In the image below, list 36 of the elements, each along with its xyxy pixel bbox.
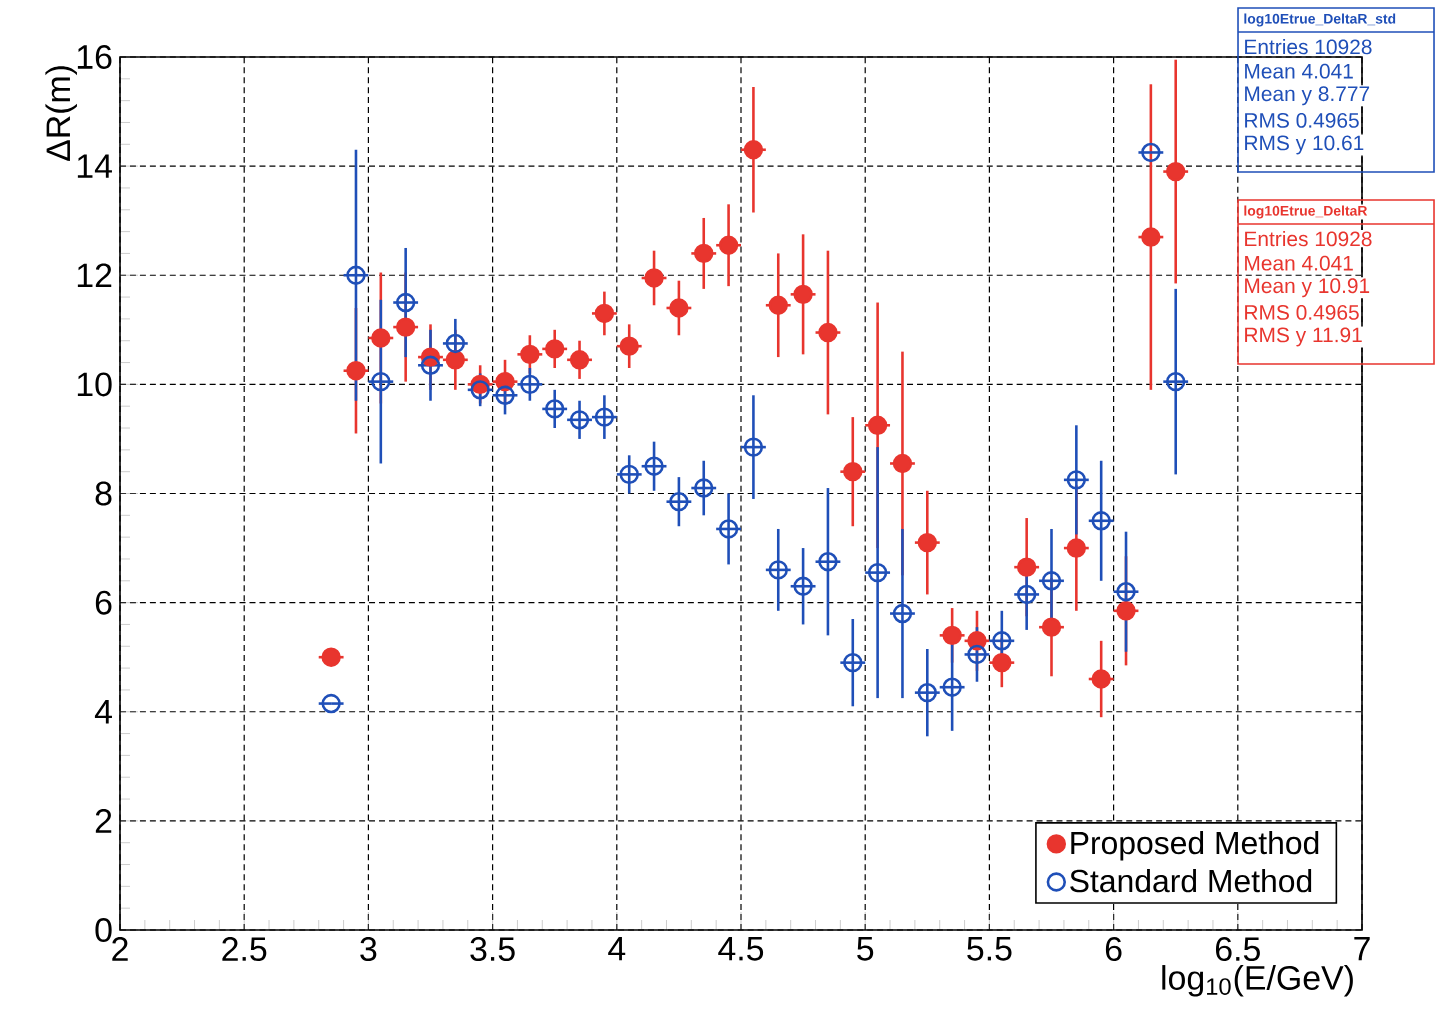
y-tick-label: 14 [77, 154, 112, 178]
annotation: RMS 0.4965 [1245, 305, 1359, 320]
y-tick-label: 12 [77, 263, 112, 288]
x-tick-label: 4.5 [718, 937, 764, 961]
x-tick-label: 4 [608, 937, 626, 961]
annotation: RMS y 10.61 [1245, 135, 1364, 155]
y-tick-label: 8 [95, 481, 112, 506]
x-tick-label: 2 [112, 937, 128, 961]
x-axis-title: log$_{10}$(E/GeV) [1162, 965, 1353, 997]
y-tick-label: 16 [77, 45, 112, 69]
y-tick-label: 4 [94, 700, 112, 724]
legend-label: Standard Method [1070, 868, 1312, 893]
annotation: log10Etrue_DeltaR [1244, 205, 1368, 219]
x-tick-label: 7 [1354, 937, 1370, 961]
x-tick-label: 6 [1105, 937, 1122, 962]
text: Entries 10928 [1245, 38, 1372, 55]
annotation: RMS y 11.91 [1245, 327, 1362, 347]
y-tick-label: 10 [77, 372, 112, 397]
annotation: RMS 0.4965 [1245, 113, 1359, 128]
y-axis-title: ΔR(m) [45, 66, 77, 161]
annotation: Mean 4.041 [1245, 63, 1353, 79]
annotation: Mean y 8.777 [1245, 86, 1370, 106]
x-tick-label: 3.5 [470, 937, 515, 962]
legend-label: Proposed Method [1071, 830, 1319, 861]
y-tick-label: 2 [95, 809, 112, 833]
annotation: Mean y 10.91 [1245, 278, 1370, 298]
x-tick-label: 6.5 [1215, 937, 1260, 962]
x-tick-label: 3 [360, 937, 377, 962]
annotation: Mean 4.041 [1245, 255, 1353, 271]
x-tick-label: 2.5 [222, 937, 267, 962]
y-tick-label: 0 [95, 918, 112, 942]
x-tick-label: 5 [857, 937, 874, 961]
y-tick-label: 6 [95, 590, 112, 615]
x-tick-label: 5.5 [967, 937, 1012, 961]
annotation: Entries 10928 [1245, 230, 1372, 247]
text: log10Etrue_DeltaR_std [1244, 13, 1396, 27]
